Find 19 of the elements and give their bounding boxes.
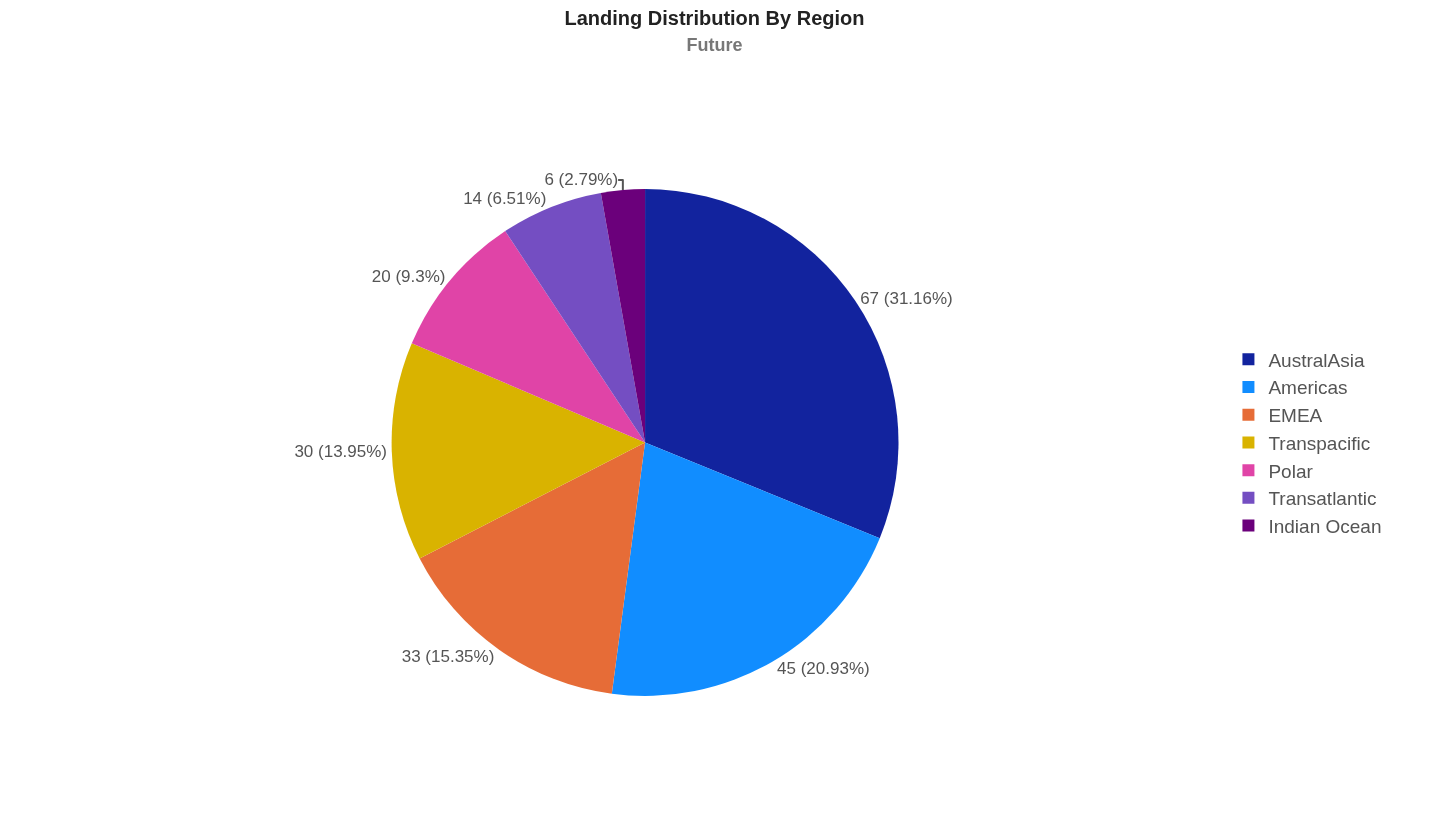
chart-title: Landing Distribution By Region	[564, 6, 865, 29]
data-label: 14 (6.51%)	[463, 189, 547, 209]
data-label: 20 (9.3%)	[371, 266, 446, 286]
data-label: 6 (2.79%)	[544, 170, 619, 190]
legend-label: AustralAsia	[1268, 349, 1365, 371]
legend-label: Americas	[1268, 377, 1348, 399]
data-label: 45 (20.93%)	[777, 659, 870, 679]
chart-subtitle: Future	[686, 34, 743, 55]
data-label: 30 (13.95%)	[294, 442, 388, 462]
legend-label: Polar	[1268, 460, 1314, 482]
pie-slice	[611, 442, 880, 696]
legend-label: Indian Ocean	[1268, 515, 1382, 537]
legend-label: Transpacific	[1268, 432, 1371, 454]
data-label: 67 (31.16%)	[860, 288, 953, 308]
pie-slice	[419, 442, 646, 694]
pie-slice	[391, 343, 646, 559]
legend-label: Transatlantic	[1268, 488, 1377, 510]
legend-label: EMEA	[1268, 405, 1323, 427]
data-label: 33 (15.35%)	[401, 646, 495, 666]
